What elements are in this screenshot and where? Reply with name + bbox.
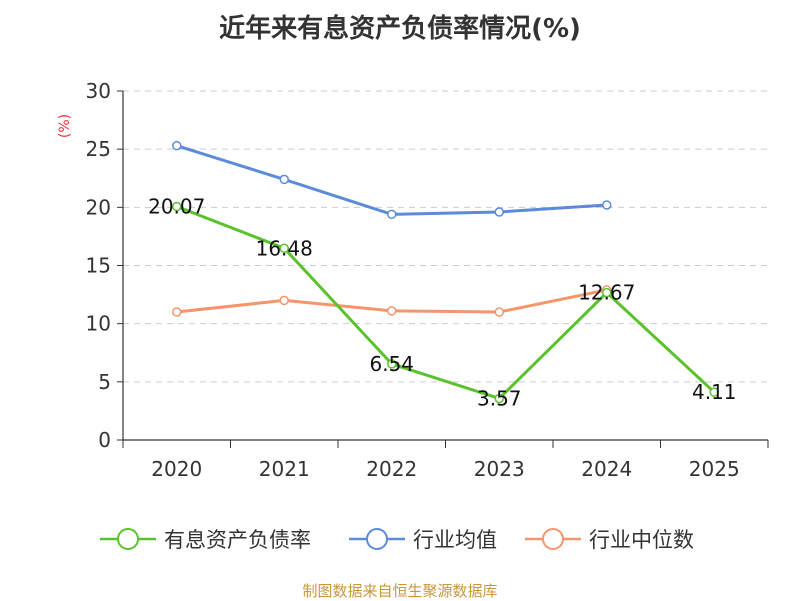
x-tick-label: 2022 xyxy=(366,457,417,481)
x-tick-label: 2025 xyxy=(689,457,740,481)
legend-item-1[interactable]: 行业均值 xyxy=(349,528,497,552)
series-points xyxy=(172,140,719,404)
data-point xyxy=(172,201,182,212)
legend-marker xyxy=(542,528,564,550)
data-label: 16.48 xyxy=(256,236,313,260)
data-point xyxy=(602,200,612,210)
data-point xyxy=(494,393,504,404)
y-tick-label: 20 xyxy=(86,195,111,219)
data-point xyxy=(602,287,612,298)
y-tick-label: 25 xyxy=(86,137,111,161)
data-point xyxy=(172,307,182,317)
y-tick-label: 15 xyxy=(86,254,111,278)
legend-item-0[interactable]: 有息资产负债率 xyxy=(100,528,311,552)
data-point xyxy=(494,307,504,317)
x-tick-label: 2023 xyxy=(474,457,525,481)
x-tick-label: 2020 xyxy=(151,457,202,481)
legend-label: 有息资产负债率 xyxy=(164,528,311,552)
x-tick-label: 2021 xyxy=(259,457,310,481)
data-label: 20.07 xyxy=(148,195,205,219)
data-point xyxy=(387,306,397,316)
data-point xyxy=(709,387,719,397)
data-label: 3.57 xyxy=(477,386,522,410)
series-lines xyxy=(176,144,716,400)
data-point xyxy=(279,295,289,306)
data-label: 6.54 xyxy=(369,352,414,376)
legend-item-2[interactable]: 行业中位数 xyxy=(525,528,694,552)
legend-label: 行业均值 xyxy=(413,528,497,552)
y-tick-label: 0 xyxy=(98,428,111,452)
data-label: 12.67 xyxy=(578,281,635,305)
series-line-0 xyxy=(176,205,716,400)
data-point xyxy=(387,209,397,220)
y-tick-label: 5 xyxy=(98,370,111,394)
data-point xyxy=(172,140,182,151)
data-point xyxy=(494,207,504,217)
legend-marker xyxy=(117,528,139,550)
x-tick-label: 2024 xyxy=(581,457,632,481)
series-line-1 xyxy=(176,144,607,216)
data-point xyxy=(387,359,397,369)
y-axis-label: (%) xyxy=(57,114,73,138)
data-label: 4.11 xyxy=(692,380,737,404)
source-note: 制图数据来自恒生聚源数据库 xyxy=(302,582,498,600)
data-point xyxy=(279,243,289,254)
legend-label: 行业中位数 xyxy=(589,528,694,552)
chart-title: 近年来有息资产负债率情况(%) xyxy=(219,14,581,44)
legend-marker xyxy=(366,528,388,550)
data-point xyxy=(279,174,289,185)
legend: 有息资产负债率 行业均值 行业中位数 xyxy=(100,528,694,552)
grid-lines xyxy=(123,90,768,383)
data-labels: 20.07 16.48 6.54 3.57 12.67 4.11 xyxy=(148,195,736,411)
y-tick-label: 10 xyxy=(86,312,111,336)
y-tick-label: 30 xyxy=(86,79,111,103)
